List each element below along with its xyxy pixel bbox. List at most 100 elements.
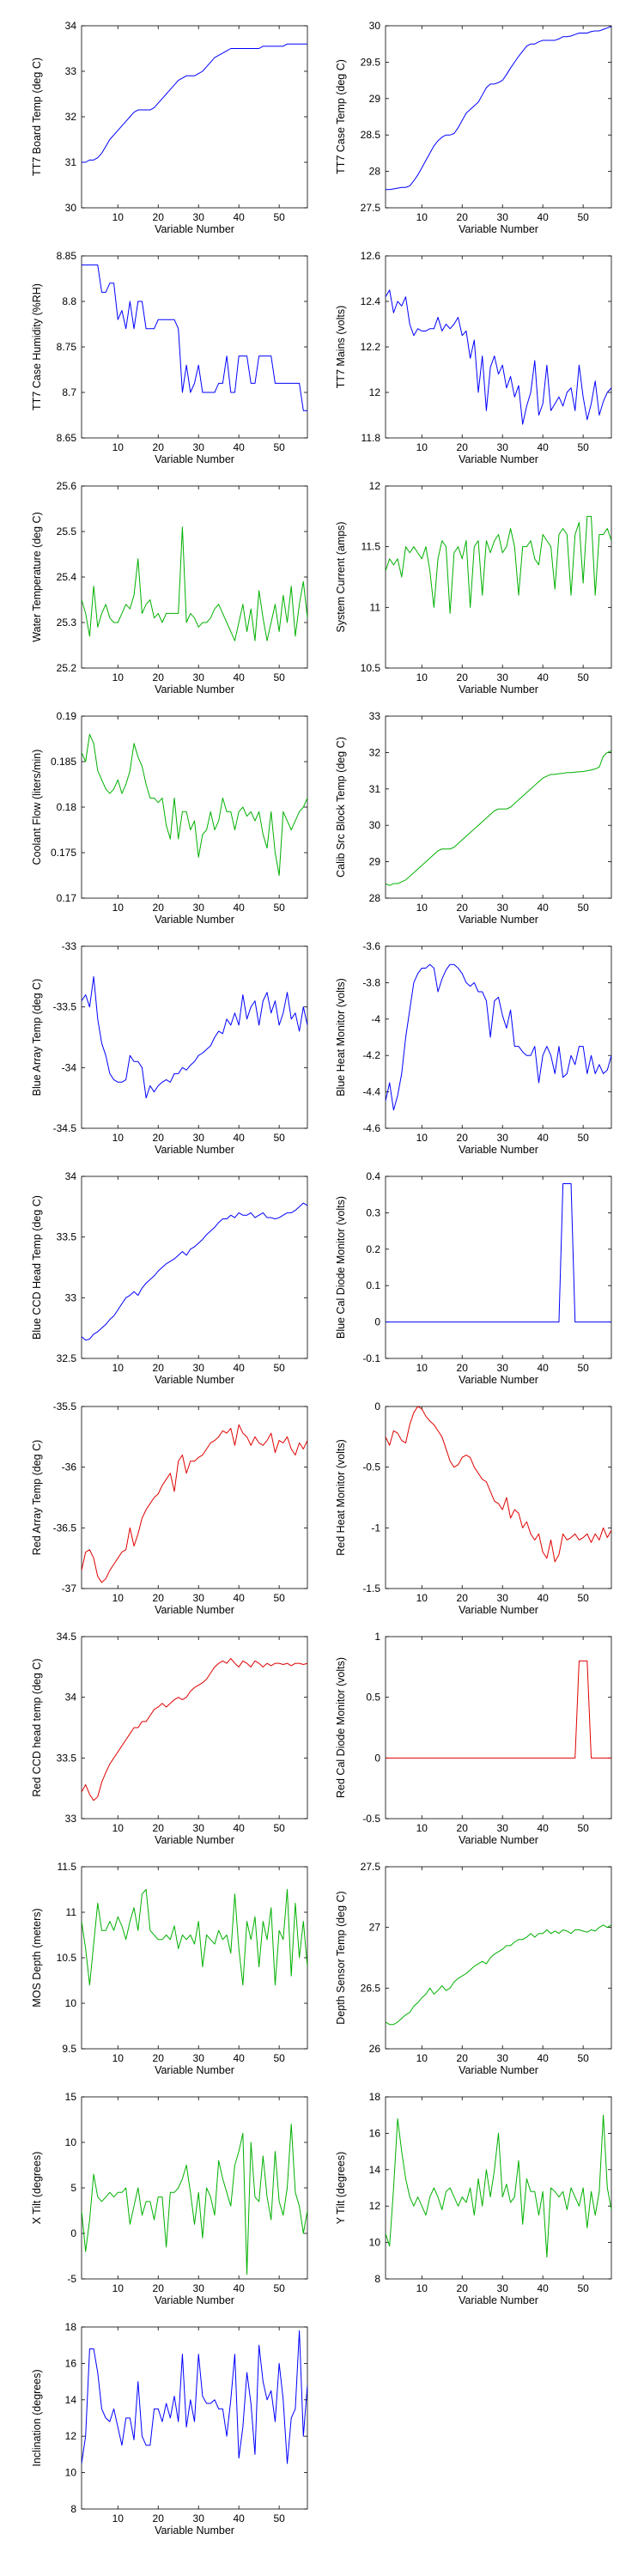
chart-panel-y-tilt-degrees: 8 10 12 14 16 18 10 20 30 40 50 Variable Number Y Ti… [325, 2091, 644, 2324]
x-tick-label: 20 [457, 1592, 469, 1604]
series-line [82, 2123, 307, 2275]
y-tick-label: -4.6 [362, 1122, 380, 1134]
series-line [386, 2114, 611, 2258]
x-axis-label: Variable Number [155, 1604, 234, 1616]
y-tick-label: -3.8 [362, 976, 380, 988]
x-axis-label: Variable Number [459, 1604, 538, 1616]
x-tick-label: 30 [497, 2052, 509, 2064]
x-tick-label: 50 [577, 1132, 589, 1144]
y-tick-label: 29.5 [361, 56, 381, 68]
plot-frame [385, 715, 612, 899]
y-tick-label: 33 [65, 65, 77, 77]
y-tick-label: 10 [65, 2467, 77, 2479]
plot-frame [385, 1406, 612, 1589]
y-tick-label: -0.5 [362, 1461, 380, 1473]
y-tick-label: 30 [369, 819, 381, 831]
y-tick-label: 10 [369, 2237, 381, 2249]
y-tick-label: -33.5 [53, 1001, 77, 1013]
y-tick-label: 25.5 [57, 526, 77, 538]
x-tick-label: 50 [577, 1362, 589, 1374]
chart-panel-depth-sensor-temp-deg-c: 26 26.5 27 27.5 10 20 30 40 50 Variable Number Dep… [325, 1861, 644, 2093]
x-tick-label: 30 [193, 211, 205, 223]
y-axis-label: Red Heat Monitor (volts) [335, 1439, 347, 1555]
chart-panel-tt7-case-temp-deg-c: 27.5 28 28.5 29 29.5 30 10 20 30 40 50 Variable Num… [325, 20, 644, 252]
y-tick-label: 25.2 [57, 662, 77, 674]
y-tick-label: 27.5 [361, 1861, 381, 1873]
chart-blue-cal-diode-monitor-volts: -0.1 0 0.1 0.2 0.3 0.4 10 20 30 40 50 Variable Numb… [335, 1170, 612, 1386]
x-tick-label: 20 [153, 671, 165, 683]
x-tick-label: 40 [537, 1362, 549, 1374]
x-tick-label: 20 [457, 1132, 469, 1144]
plot-frame [385, 485, 612, 669]
y-tick-label: -4.2 [362, 1049, 380, 1061]
y-tick-label: 29 [369, 93, 381, 105]
chart-panel-red-cal-diode-monitor-volts: -0.5 0 0.5 1 10 20 30 40 50 Variable Number Red Ca… [325, 1631, 644, 1863]
x-axis-label: Variable Number [459, 1834, 538, 1846]
y-tick-label: 18 [369, 2091, 381, 2103]
x-tick-label: 50 [273, 441, 285, 453]
x-tick-label: 30 [497, 1822, 509, 1834]
series-line [82, 1202, 307, 1341]
y-tick-label: 32.5 [57, 1352, 77, 1364]
plot-frame [81, 2096, 308, 2280]
x-tick-label: 40 [233, 2512, 245, 2524]
x-tick-label: 40 [537, 671, 549, 683]
x-tick-label: 40 [233, 1592, 245, 1604]
chart-panel-red-heat-monitor-volts: -1.5 -1 -0.5 0 10 20 30 40 50 Variable Number Red … [325, 1400, 644, 1633]
x-tick-label: 50 [577, 902, 589, 914]
x-tick-label: 10 [416, 902, 428, 914]
x-tick-label: 10 [416, 671, 428, 683]
y-tick-label: -5 [67, 2273, 76, 2285]
x-tick-label: 40 [233, 2282, 245, 2294]
x-tick-label: 50 [577, 211, 589, 223]
y-axis-label: Blue Heat Monitor (volts) [335, 978, 347, 1097]
chart-red-array-temp-deg-c: -37 -36.5 -36 -35.5 10 20 30 40 50 Variable Numbe… [31, 1400, 308, 1616]
y-tick-label: 8 [374, 2273, 380, 2285]
plot-frame [385, 25, 612, 209]
y-axis-label: Red Cal Diode Monitor (volts) [335, 1657, 347, 1798]
x-tick-label: 10 [416, 1362, 428, 1374]
y-axis-label: Blue Array Temp (deg C) [31, 979, 43, 1097]
x-tick-label: 30 [193, 441, 205, 453]
y-tick-label: 34.5 [57, 1631, 77, 1643]
y-tick-label: 0.18 [57, 801, 77, 813]
x-axis-label: Variable Number [155, 223, 234, 235]
chart-panel-calib-src-block-temp-deg-c: 28 29 30 31 32 33 10 20 30 40 50 Variable Number Cal… [325, 710, 644, 943]
y-tick-label: 11 [370, 601, 381, 613]
y-tick-label: 1 [374, 1631, 380, 1643]
y-tick-label: 12.6 [361, 250, 381, 262]
x-tick-label: 30 [497, 441, 509, 453]
x-tick-label: 50 [577, 2282, 589, 2294]
x-axis-label: Variable Number [155, 2524, 234, 2537]
x-tick-label: 30 [497, 1362, 509, 1374]
series-line [386, 963, 611, 1111]
y-tick-label: 8.65 [57, 432, 77, 444]
y-tick-label: -4 [371, 1013, 380, 1025]
plot-frame [385, 255, 612, 439]
y-tick-label: 0.3 [366, 1206, 380, 1218]
x-tick-label: 40 [537, 441, 549, 453]
x-tick-label: 20 [457, 2282, 469, 2294]
series-line [82, 1889, 307, 1986]
chart-inclination-degrees: 8 10 12 14 16 18 10 20 30 40 50 Variable Number Incl… [31, 2321, 308, 2537]
plot-frame [81, 2326, 308, 2510]
x-tick-label: 10 [112, 2282, 125, 2294]
y-tick-label: 33.5 [57, 1752, 77, 1764]
y-tick-label: 8.7 [62, 386, 76, 398]
x-tick-label: 30 [497, 211, 509, 223]
x-tick-label: 10 [112, 1132, 125, 1144]
y-tick-label: 34 [65, 20, 77, 32]
y-tick-label: 27.5 [361, 202, 381, 214]
y-axis-label: Depth Sensor Temp (deg C) [335, 1891, 347, 2024]
y-tick-label: 28.5 [361, 129, 381, 141]
y-tick-label: 0.19 [57, 710, 77, 722]
series-line [82, 2330, 307, 2464]
series-line [82, 733, 307, 876]
chart-coolant-flow-liters-min: 0.17 0.175 0.18 0.185 0.19 10 20 30 40 50 Variable… [31, 710, 308, 926]
y-axis-label: Blue CCD Head Temp (deg C) [31, 1195, 43, 1340]
x-tick-label: 30 [193, 1592, 205, 1604]
y-tick-label: 0.1 [366, 1279, 380, 1291]
chart-panel-blue-cal-diode-monitor-volts: -0.1 0 0.1 0.2 0.3 0.4 10 20 30 40 50 Variable Numb… [325, 1170, 644, 1403]
series-line [386, 289, 611, 425]
y-axis-label: Blue Cal Diode Monitor (volts) [335, 1196, 347, 1339]
